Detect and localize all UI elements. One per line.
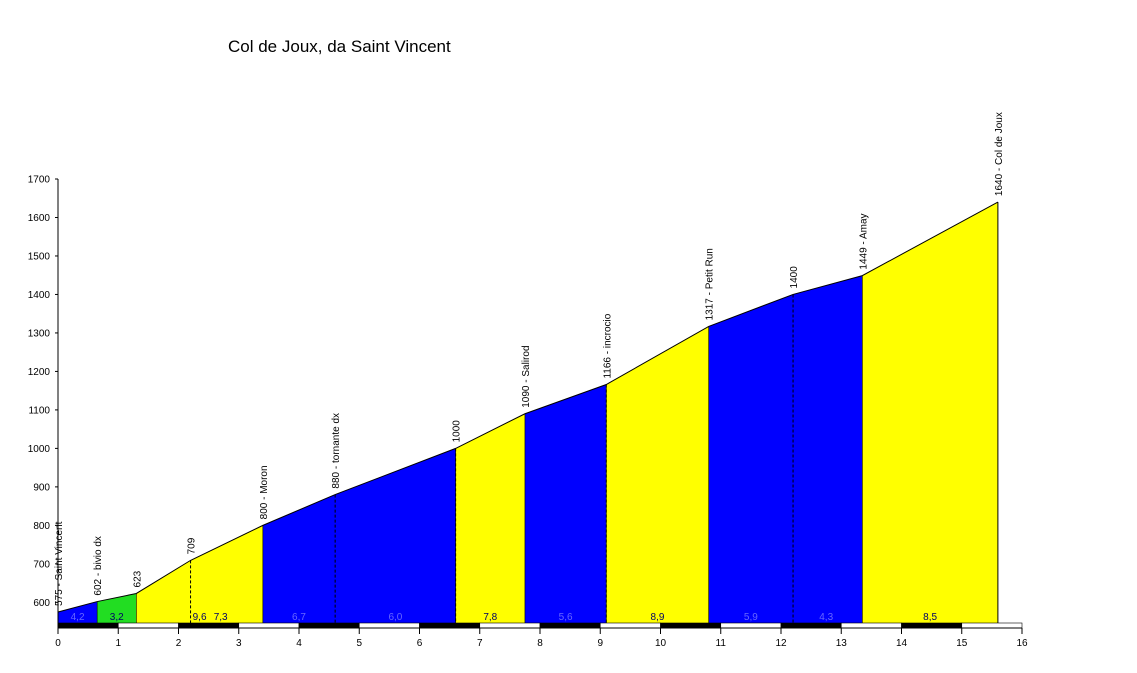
point-label-0: 575 - Saint Vincent	[54, 521, 65, 606]
km-bar-segment-3	[238, 622, 300, 629]
y-tick-label-1200: 1200	[28, 367, 51, 378]
x-tick-label-9: 9	[597, 638, 603, 649]
km-bar-segment-14	[901, 622, 963, 629]
km-bar-segment-9	[599, 622, 661, 629]
y-tick-label-800: 800	[33, 521, 50, 532]
x-tick-label-14: 14	[896, 638, 908, 649]
km-bar-segment-5	[358, 622, 420, 629]
segment-dividers	[190, 294, 794, 623]
km-bar-segment-10	[660, 622, 722, 629]
point-label-5: 880 - tornante dx	[331, 413, 342, 489]
x-tick-label-13: 13	[836, 638, 848, 649]
profile-segment-6	[606, 326, 709, 623]
km-bar-segment-7	[479, 622, 541, 629]
gradient-sublabel-3: 5,9	[744, 612, 758, 623]
km-bar-segment-6	[419, 622, 481, 629]
point-label-4: 800 - Moron	[259, 465, 270, 519]
point-label-8: 1166 - incrocio	[602, 313, 613, 378]
gradient-sublabel-4: 4,3	[819, 612, 833, 623]
km-bar-segment-1	[117, 622, 179, 629]
x-tick-label-12: 12	[775, 638, 787, 649]
profile-areas	[57, 201, 999, 623]
point-labels: 575 - Saint Vincent 602 - bivio dx 623 709 8…	[54, 112, 1005, 606]
km-bar-segment-11	[720, 622, 782, 629]
gradient-sublabel-2: 6,0	[388, 612, 402, 623]
x-tick-label-2: 2	[176, 638, 182, 649]
point-label-2: 623	[132, 570, 143, 587]
km-bar-segment-8	[539, 622, 601, 629]
gradient-label-4: 7,8	[483, 612, 497, 623]
gradient-sublabel-1: 6,7	[292, 612, 306, 623]
profile-segment-3	[262, 448, 456, 623]
km-bar-segment-2	[178, 622, 240, 629]
x-tick-label-15: 15	[956, 638, 968, 649]
point-label-1: 602 - bivio dx	[93, 536, 104, 595]
profile-segment-0	[58, 601, 98, 623]
point-label-9: 1317 - Petit Run	[705, 248, 716, 320]
y-tick-label-1100: 1100	[28, 405, 50, 416]
x-tick-label-10: 10	[655, 638, 667, 649]
gradient-label-8: 8,5	[923, 612, 937, 623]
gradient-sublabel-0: 7,3	[214, 612, 228, 623]
point-label-11: 1449 - Amay	[858, 213, 869, 269]
gradient-label-2: 9,6	[193, 612, 207, 623]
profile-segment-8	[862, 202, 998, 623]
km-bar-segment-4	[298, 622, 360, 629]
gradient-label-0: 4,2	[71, 612, 85, 623]
y-tick-label-1600: 1600	[28, 213, 51, 224]
gradient-label-5: 5,6	[559, 612, 573, 623]
y-tick-label-1000: 1000	[28, 444, 51, 455]
axes: 6007008009001000110012001300140015001600…	[28, 175, 1028, 650]
x-tick-label-0: 0	[55, 638, 61, 649]
profile-segment-4	[455, 413, 525, 623]
point-label-6: 1000	[452, 420, 463, 443]
chart-title: Col de Joux, da Saint Vincent	[228, 37, 451, 56]
point-label-3: 709	[187, 537, 198, 554]
x-tick-label-16: 16	[1016, 638, 1028, 649]
x-tick-label-11: 11	[716, 638, 727, 649]
x-tick-label-7: 7	[477, 638, 483, 649]
x-tick-label-8: 8	[537, 638, 543, 649]
gradient-label-6: 8,9	[651, 612, 665, 623]
x-tick-label-4: 4	[296, 638, 302, 649]
point-label-7: 1090 - Salirod	[521, 345, 532, 407]
km-bar-segment-13	[840, 622, 902, 629]
y-tick-label-1300: 1300	[28, 328, 51, 339]
y-tick-label-900: 900	[33, 482, 50, 493]
gradient-labels: 4,2 3,2 9,6 7,8 5,6 8,9 8,5 7,3 6,7 6,0 5,9 4,3	[71, 612, 938, 623]
x-tick-label-1: 1	[115, 638, 121, 649]
km-bar-segment-15	[961, 622, 1023, 629]
x-tick-label-6: 6	[417, 638, 423, 649]
point-label-12: 1640 - Col de Joux	[994, 112, 1005, 196]
x-tick-label-3: 3	[236, 638, 242, 649]
y-tick-label-1700: 1700	[28, 175, 51, 186]
y-tick-label-1500: 1500	[28, 251, 51, 262]
profile-segment-2	[136, 525, 263, 623]
gradient-label-1: 3,2	[110, 612, 124, 623]
y-tick-label-1400: 1400	[28, 290, 51, 301]
km-bar-segment-0	[57, 622, 119, 629]
profile-segment-5	[524, 384, 607, 623]
y-tick-label-600: 600	[33, 598, 50, 609]
km-scale-bar	[57, 622, 1023, 629]
y-tick-label-700: 700	[33, 559, 50, 570]
km-bar-segment-12	[780, 622, 842, 629]
profile-segment-1	[97, 593, 137, 623]
profile-segment-7	[708, 275, 863, 623]
point-label-10: 1400	[789, 266, 800, 289]
x-tick-label-5: 5	[356, 638, 362, 649]
